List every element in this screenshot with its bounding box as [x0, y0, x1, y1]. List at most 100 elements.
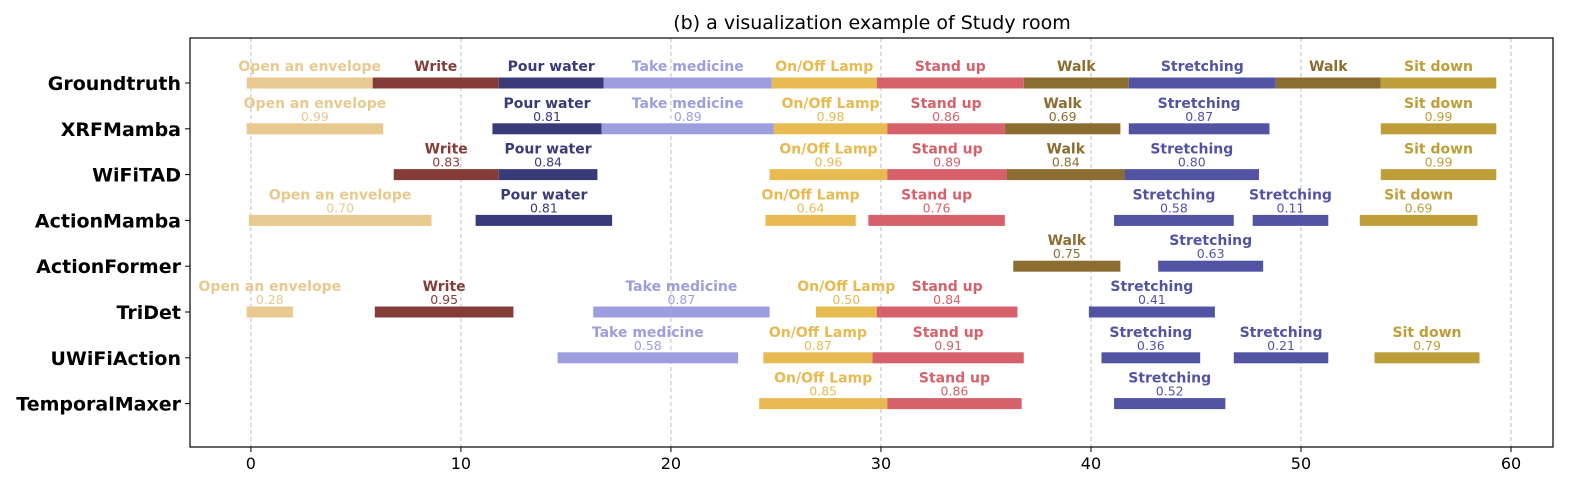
label-actionformer-stretching-1: Stretching [1169, 233, 1252, 249]
bar-xrfmamba-walk-5 [1004, 123, 1121, 135]
label-wifitad-sit-down-6: Sit down [1404, 142, 1473, 158]
score-xrfmamba-pour-water-1: 0.81 [533, 109, 561, 124]
label-actionformer-walk-0: Walk [1048, 233, 1087, 249]
score-tridet-on-off-lamp-3: 0.50 [832, 292, 860, 307]
bar-tridet-stand-up-4 [876, 306, 1018, 318]
label-actionmamba-stretching-5: Stretching [1249, 187, 1332, 203]
bar-uwifiaction-on-off-lamp-1 [763, 352, 873, 364]
score-tridet-stand-up-4: 0.84 [933, 292, 961, 307]
row-label-xrfmamba: XRFMamba [61, 119, 181, 141]
row-label-actionformer: ActionFormer [36, 256, 181, 278]
score-xrfmamba-sit-down-7: 0.99 [1425, 109, 1453, 124]
score-xrfmamba-on-off-lamp-3: 0.98 [817, 109, 845, 124]
bar-uwifiaction-sit-down-5 [1374, 352, 1480, 364]
bar-xrfmamba-stretching-6 [1128, 123, 1270, 135]
score-uwifiaction-on-off-lamp-1: 0.87 [804, 338, 832, 353]
bar-uwifiaction-stretching-3 [1101, 352, 1201, 364]
score-tridet-stretching-5: 0.41 [1138, 292, 1166, 307]
bar-actionmamba-open-an-envelope-0 [248, 214, 432, 226]
bar-actionmamba-stand-up-3 [868, 214, 1005, 226]
bar-xrfmamba-pour-water-1 [492, 123, 602, 135]
label-groundtruth-write-1: Write [414, 59, 457, 75]
score-wifitad-walk-4: 0.84 [1052, 155, 1080, 170]
label-xrfmamba-stand-up-4: Stand up [911, 96, 982, 112]
bar-actionmamba-sit-down-6 [1359, 214, 1478, 226]
score-xrfmamba-open-an-envelope-0: 0.99 [301, 109, 329, 124]
score-uwifiaction-stretching-3: 0.36 [1137, 338, 1165, 353]
label-tridet-open-an-envelope-0: Open an envelope [199, 279, 342, 295]
label-groundtruth-take-medicine-3: Take medicine [632, 59, 744, 75]
label-groundtruth-walk-8: Walk [1309, 59, 1348, 75]
score-actionformer-walk-0: 0.75 [1053, 246, 1081, 261]
label-groundtruth-stand-up-5: Stand up [915, 59, 986, 75]
bar-groundtruth-write-1 [372, 77, 499, 89]
bar-tridet-on-off-lamp-3 [815, 306, 877, 318]
bar-wifitad-pour-water-1 [498, 169, 598, 181]
score-xrfmamba-stretching-6: 0.87 [1185, 109, 1213, 124]
score-wifitad-stand-up-3: 0.89 [933, 155, 961, 170]
bar-tridet-write-1 [374, 306, 514, 318]
label-xrfmamba-sit-down-7: Sit down [1404, 96, 1473, 112]
label-uwifiaction-on-off-lamp-1: On/Off Lamp [769, 325, 867, 341]
label-uwifiaction-stretching-3: Stretching [1109, 325, 1192, 341]
score-wifitad-stretching-5: 0.80 [1178, 155, 1206, 170]
label-xrfmamba-take-medicine-2: Take medicine [632, 96, 744, 112]
x-tick-label-10: 10 [451, 454, 471, 473]
row-label-wifitad: WiFiTAD [92, 165, 181, 187]
score-uwifiaction-sit-down-5: 0.79 [1413, 338, 1441, 353]
label-temporalmaxer-stretching-2: Stretching [1128, 371, 1211, 387]
bar-groundtruth-sit-down-9 [1380, 77, 1497, 89]
label-xrfmamba-walk-5: Walk [1043, 96, 1082, 112]
bar-groundtruth-walk-8 [1275, 77, 1381, 89]
bar-uwifiaction-stretching-4 [1233, 352, 1329, 364]
bar-xrfmamba-on-off-lamp-3 [773, 123, 888, 135]
bar-temporalmaxer-stand-up-1 [887, 398, 1022, 410]
score-xrfmamba-take-medicine-2: 0.89 [674, 109, 702, 124]
bar-actionformer-stretching-1 [1158, 260, 1264, 272]
label-xrfmamba-on-off-lamp-3: On/Off Lamp [782, 96, 880, 112]
label-xrfmamba-stretching-6: Stretching [1158, 96, 1241, 112]
score-wifitad-pour-water-1: 0.84 [534, 155, 562, 170]
label-temporalmaxer-stand-up-1: Stand up [919, 371, 990, 387]
score-wifitad-sit-down-6: 0.99 [1425, 155, 1453, 170]
label-actionmamba-stretching-4: Stretching [1132, 187, 1215, 203]
bar-temporalmaxer-on-off-lamp-0 [759, 398, 888, 410]
timeline-bars [246, 77, 1497, 410]
bar-wifitad-stand-up-3 [887, 169, 1007, 181]
label-groundtruth-sit-down-9: Sit down [1404, 59, 1473, 75]
bar-wifitad-walk-4 [1006, 169, 1125, 181]
x-tick-label-60: 60 [1501, 454, 1521, 473]
score-actionmamba-pour-water-1: 0.81 [530, 200, 558, 215]
score-actionformer-stretching-1: 0.63 [1197, 246, 1225, 261]
score-temporalmaxer-stretching-2: 0.52 [1156, 384, 1184, 399]
score-tridet-take-medicine-2: 0.87 [668, 292, 696, 307]
chart-title: (b) a visualization example of Study roo… [673, 12, 1071, 34]
bar-temporalmaxer-stretching-2 [1114, 398, 1226, 410]
label-xrfmamba-pour-water-1: Pour water [503, 96, 590, 112]
label-tridet-stand-up-4: Stand up [912, 279, 983, 295]
score-actionmamba-sit-down-6: 0.69 [1405, 200, 1433, 215]
label-wifitad-pour-water-1: Pour water [505, 142, 592, 158]
x-tick-label-20: 20 [661, 454, 681, 473]
label-groundtruth-open-an-envelope-0: Open an envelope [238, 59, 381, 75]
bar-tridet-take-medicine-2 [593, 306, 770, 318]
bar-groundtruth-walk-6 [1023, 77, 1129, 89]
label-groundtruth-pour-water-2: Pour water [508, 59, 595, 75]
bar-xrfmamba-open-an-envelope-0 [246, 123, 384, 135]
bar-tridet-open-an-envelope-0 [246, 306, 293, 318]
score-actionmamba-stretching-5: 0.11 [1277, 200, 1305, 215]
score-xrfmamba-stand-up-4: 0.86 [932, 109, 960, 124]
row-label-temporalmaxer: TemporalMaxer [16, 394, 181, 416]
label-xrfmamba-open-an-envelope-0: Open an envelope [244, 96, 387, 112]
plot-frame [189, 37, 1554, 448]
score-tridet-write-1: 0.95 [430, 292, 458, 307]
x-tick-label-0: 0 [246, 454, 256, 473]
label-uwifiaction-sit-down-5: Sit down [1392, 325, 1461, 341]
label-groundtruth-walk-6: Walk [1057, 59, 1096, 75]
bar-groundtruth-take-medicine-3 [603, 77, 772, 89]
row-label-groundtruth: Groundtruth [48, 73, 181, 95]
bar-groundtruth-pour-water-2 [498, 77, 604, 89]
score-wifitad-on-off-lamp-2: 0.96 [815, 155, 843, 170]
